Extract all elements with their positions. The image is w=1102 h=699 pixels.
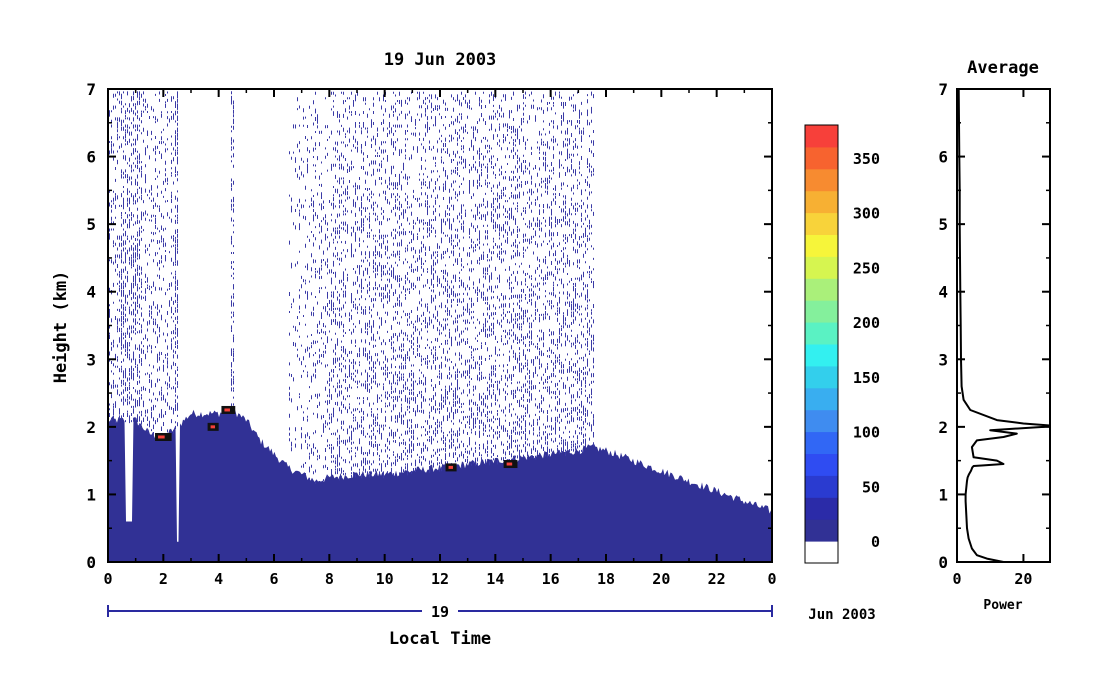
- colorbar-band: [805, 409, 838, 433]
- colorbar-band: [805, 146, 838, 170]
- strong-echo-core: [506, 462, 513, 466]
- date-suffix-label: Jun 2003: [808, 607, 875, 623]
- date-bar-gap: [422, 601, 458, 621]
- x-tick-label: 14: [486, 570, 504, 588]
- colorbar-band: [805, 431, 838, 454]
- y-tick-label: 4: [86, 283, 96, 302]
- x-tick-label: 18: [597, 570, 615, 588]
- colorbar-band: [805, 278, 838, 301]
- strong-echo-core: [448, 465, 453, 469]
- colorbar-band: [805, 519, 838, 542]
- colorbar-tick-label: 150: [853, 369, 880, 387]
- main-chart-title: 19 Jun 2003: [384, 50, 497, 70]
- x-tick-label: 8: [325, 570, 334, 588]
- avg-y-tick-label: 5: [938, 215, 948, 234]
- y-tick-label: 5: [86, 215, 96, 234]
- x-tick-label: 22: [708, 570, 726, 588]
- colorbar-band: [805, 541, 838, 564]
- strong-echo-core: [158, 435, 165, 439]
- avg-y-tick-label: 1: [938, 485, 948, 504]
- avg-y-tick-label: 3: [938, 350, 948, 369]
- x-tick-label: 0: [767, 570, 776, 588]
- colorbar-tick-label: 300: [853, 205, 880, 223]
- y-axis-label: Height (km): [51, 271, 71, 384]
- boundary-layer-area: [108, 407, 772, 562]
- colorbar-tick-label: 350: [853, 150, 880, 168]
- colorbar-tick-label: 200: [853, 314, 880, 332]
- colorbar-band: [805, 497, 838, 520]
- x-tick-label: 4: [214, 570, 223, 588]
- x-tick-label: 10: [376, 570, 394, 588]
- colorbar-band: [805, 300, 838, 323]
- average-axes: 0 1 2 3 4 5 6 7 0 20: [938, 80, 1051, 588]
- colorbar-band: [805, 125, 838, 148]
- average-frame: [956, 88, 1051, 563]
- colorbar-band: [805, 168, 838, 192]
- colorbar-band: [805, 453, 838, 476]
- colorbar-tick-label: 0: [871, 533, 880, 551]
- x-tick-label: 20: [652, 570, 670, 588]
- echo-speckles: [109, 91, 594, 484]
- y-tick-label: 7: [86, 80, 96, 99]
- x-axis-label: Local Time: [389, 629, 491, 649]
- avg-y-tick-label: 7: [938, 80, 948, 99]
- avg-y-tick-label: 0: [938, 553, 948, 572]
- y-tick-label: 0: [86, 553, 96, 572]
- y-tick-label: 3: [86, 350, 96, 369]
- heatmap-field: [108, 91, 772, 562]
- date-bar-label: 19: [431, 603, 449, 621]
- average-power-line: [957, 88, 1051, 563]
- y-tick-label: 2: [86, 418, 96, 437]
- colorbar-band: [805, 234, 838, 257]
- colorbar-band: [805, 322, 838, 345]
- y-tick-label: 1: [86, 485, 96, 504]
- strong-echo-core: [224, 408, 230, 412]
- colorbar-tick-label: 100: [853, 424, 880, 442]
- date-bar: 19: [107, 601, 773, 621]
- colorbar: 0 50 100 150 200 250 300 350: [804, 124, 880, 564]
- x-tick-label: 6: [269, 570, 278, 588]
- x-tick-label: 16: [542, 570, 560, 588]
- avg-y-tick-label: 2: [938, 418, 948, 437]
- avg-x-tick-label: 20: [1014, 570, 1032, 588]
- average-panel-title: Average: [967, 58, 1039, 78]
- y-tick-label: 6: [86, 148, 96, 167]
- avg-x-tick-label: 0: [952, 570, 961, 588]
- colorbar-frame: [804, 124, 839, 564]
- power-axis-label: Power: [983, 598, 1022, 613]
- colorbar-band: [805, 475, 838, 498]
- colorbar-band: [805, 344, 838, 367]
- colorbar-band: [805, 190, 838, 214]
- colorbar-tick-label: 250: [853, 259, 880, 277]
- avg-y-tick-label: 6: [938, 148, 948, 167]
- x-tick-label: 0: [103, 570, 112, 588]
- colorbar-band: [805, 256, 838, 279]
- avg-y-tick-label: 4: [938, 283, 948, 302]
- colorbar-band: [805, 387, 838, 411]
- strong-echo-core: [210, 425, 216, 429]
- colorbar-band: [805, 212, 838, 235]
- x-tick-label: 2: [159, 570, 168, 588]
- x-tick-label: 12: [431, 570, 449, 588]
- colorbar-band: [805, 365, 838, 389]
- colorbar-tick-label: 50: [862, 478, 880, 496]
